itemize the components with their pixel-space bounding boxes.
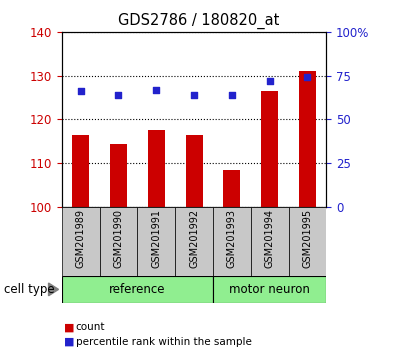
Text: ■: ■ bbox=[64, 337, 74, 347]
Text: percentile rank within the sample: percentile rank within the sample bbox=[76, 337, 252, 347]
Text: GSM201990: GSM201990 bbox=[113, 209, 123, 268]
Bar bbox=[62, 276, 213, 303]
Text: GSM201993: GSM201993 bbox=[227, 209, 237, 268]
Text: ■: ■ bbox=[64, 322, 74, 332]
Text: GSM201994: GSM201994 bbox=[265, 209, 275, 268]
Text: GSM201995: GSM201995 bbox=[302, 209, 312, 268]
Bar bbox=[299, 71, 316, 207]
Bar bbox=[289, 207, 326, 276]
Point bbox=[267, 78, 273, 84]
Bar bbox=[251, 207, 289, 276]
Point bbox=[304, 75, 310, 80]
Point bbox=[228, 92, 235, 98]
Text: motor neuron: motor neuron bbox=[229, 283, 310, 296]
Bar bbox=[175, 207, 213, 276]
Point bbox=[153, 87, 159, 92]
Bar bbox=[62, 207, 100, 276]
Text: cell type: cell type bbox=[4, 283, 55, 296]
Bar bbox=[137, 207, 175, 276]
Bar bbox=[72, 135, 89, 207]
Text: count: count bbox=[76, 322, 105, 332]
Point bbox=[115, 92, 122, 98]
Bar bbox=[148, 130, 165, 207]
Point bbox=[191, 92, 197, 98]
Bar bbox=[213, 276, 326, 303]
Bar bbox=[261, 91, 278, 207]
Bar bbox=[110, 144, 127, 207]
Text: GSM201992: GSM201992 bbox=[189, 209, 199, 268]
Bar bbox=[213, 207, 251, 276]
Bar bbox=[100, 207, 137, 276]
Bar bbox=[223, 170, 240, 207]
Bar bbox=[185, 135, 203, 207]
Text: GDS2786 / 180820_at: GDS2786 / 180820_at bbox=[118, 12, 280, 29]
Text: GSM201989: GSM201989 bbox=[76, 209, 86, 268]
Text: reference: reference bbox=[109, 283, 166, 296]
Text: GSM201991: GSM201991 bbox=[151, 209, 161, 268]
Point bbox=[77, 88, 84, 94]
